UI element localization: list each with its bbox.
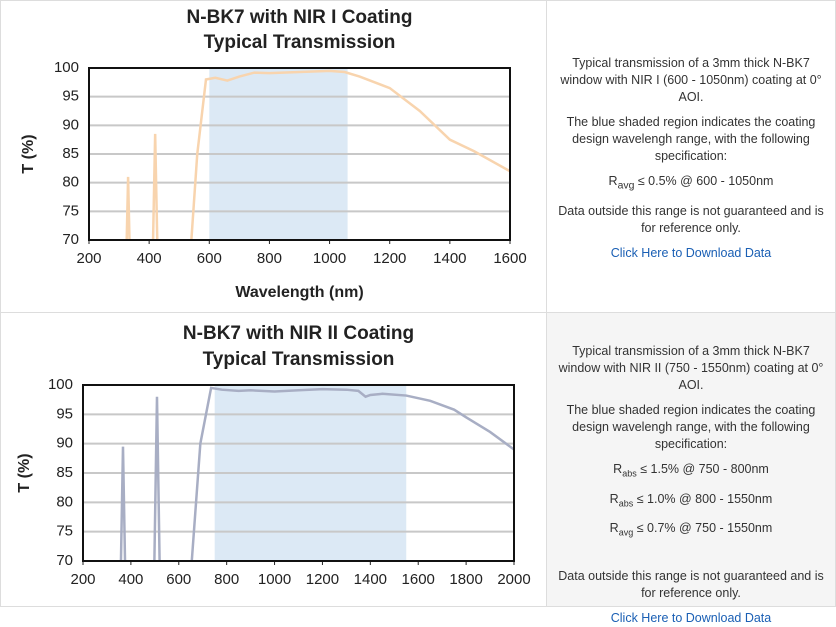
x-axis-label: Wavelength (nm) (235, 284, 363, 301)
description-cell: Typical transmission of a 3mm thick N-BK… (546, 0, 836, 313)
note: Data outside this range is not guarantee… (558, 203, 824, 235)
chart-cell: N-BK7 with NIR II Coating Typical Transmi… (0, 312, 547, 607)
spec-text: ≤ 0.7% @ 750 - 1550nm (636, 521, 773, 535)
spec: Rabs ≤ 1.0% @ 800 - 1550nm (553, 491, 829, 513)
x-tick-label: 200 (76, 250, 101, 267)
paragraph: Typical transmission of a 3mm thick N-BK… (560, 56, 822, 104)
spec-symbol: R (609, 491, 619, 506)
paragraph: Typical transmission of a 3mm thick N-BK… (558, 344, 824, 392)
y-tick-label: 75 (62, 202, 79, 219)
curve (153, 396, 161, 561)
curve (119, 446, 127, 561)
chart-cell: N-BK7 with NIR I Coating Typical Transmis… (0, 0, 547, 313)
x-tick-label: 400 (137, 250, 162, 267)
x-tick-label: 800 (257, 250, 282, 267)
x-tick-label: 1800 (449, 571, 482, 588)
spec-sub: avg (617, 180, 635, 192)
spec-symbol: R (609, 521, 619, 535)
x-tick-label: 2000 (497, 571, 530, 588)
x-tick-label: 1200 (373, 250, 406, 267)
x-tick-label: 600 (166, 571, 191, 588)
y-tick-label: 90 (56, 435, 73, 452)
y-axis-label: T (%) (20, 134, 37, 173)
spec-text: ≤ 1.0% @ 800 - 1550nm (636, 491, 773, 506)
x-tick-label: 1600 (402, 571, 435, 588)
spec-symbol: R (613, 462, 623, 476)
note: Data outside this range is not guarantee… (558, 568, 824, 600)
x-tick-label: 1200 (306, 571, 339, 588)
y-tick-label: 80 (62, 174, 79, 191)
chart: N-BK7 with NIR II Coating Typical Transmi… (16, 323, 530, 588)
paragraph: The blue shaded region indicates the coa… (566, 403, 816, 451)
download-link[interactable]: Click Here to Download Data (610, 245, 772, 260)
curve (190, 69, 510, 240)
y-tick-label: 70 (62, 231, 79, 248)
spec: Ravg ≤ 0.7% @ 750 - 1550nm (553, 520, 829, 542)
y-axis-label: T (%) (16, 453, 33, 492)
y-tick-label: 95 (56, 405, 73, 422)
curve (125, 176, 131, 240)
description: Typical transmission of a 3mm thick N-BK… (547, 313, 835, 627)
x-tick-label: 600 (197, 250, 222, 267)
chart: N-BK7 with NIR I Coating Typical Transmis… (20, 7, 526, 301)
y-tick-label: 80 (56, 493, 73, 510)
curve (151, 133, 159, 240)
y-tick-label: 100 (54, 59, 79, 76)
spec: Rabs ≤ 1.5% @ 750 - 800nm (553, 461, 829, 483)
description-cell: Typical transmission of a 3mm thick N-BK… (546, 312, 836, 625)
x-tick-label: 1400 (433, 250, 466, 267)
x-tick-label: 800 (214, 571, 239, 588)
y-tick-label: 70 (56, 552, 73, 569)
spec-sub: abs (622, 468, 637, 479)
x-tick-label: 1000 (313, 250, 346, 267)
spec-text: ≤ 1.5% @ 750 - 800nm (640, 462, 769, 476)
x-tick-label: 400 (118, 571, 143, 588)
spec-sub: avg (618, 527, 634, 538)
chart-title: N-BK7 with NIR I Coating (187, 7, 413, 28)
description: Typical transmission of a 3mm thick N-BK… (547, 1, 835, 262)
paragraph: The blue shaded region indicates the coa… (566, 115, 816, 163)
y-tick-label: 85 (62, 145, 79, 162)
y-tick-label: 85 (56, 464, 73, 481)
y-tick-label: 90 (62, 116, 79, 133)
plot-frame (88, 67, 511, 241)
chart-subtitle: Typical Transmission (204, 32, 396, 53)
download-link[interactable]: Click Here to Download Data (610, 610, 772, 625)
spec: Ravg ≤ 0.5% @ 600 - 1050nm (553, 173, 829, 195)
chart-title: N-BK7 with NIR II Coating (183, 323, 414, 344)
chart-subtitle: Typical Transmission (203, 349, 395, 370)
y-tick-label: 75 (56, 523, 73, 540)
spec-sub: abs (618, 498, 634, 508)
y-tick-label: 95 (62, 88, 79, 105)
plot-frame (82, 384, 515, 562)
y-tick-label: 100 (48, 376, 73, 393)
curve (190, 386, 514, 561)
spec-text: ≤ 0.5% @ 600 - 1050nm (637, 174, 774, 188)
x-tick-label: 200 (70, 571, 95, 588)
x-tick-label: 1000 (258, 571, 291, 588)
spec-symbol: R (608, 174, 618, 188)
x-tick-label: 1600 (493, 250, 526, 267)
x-tick-label: 1400 (354, 571, 387, 588)
